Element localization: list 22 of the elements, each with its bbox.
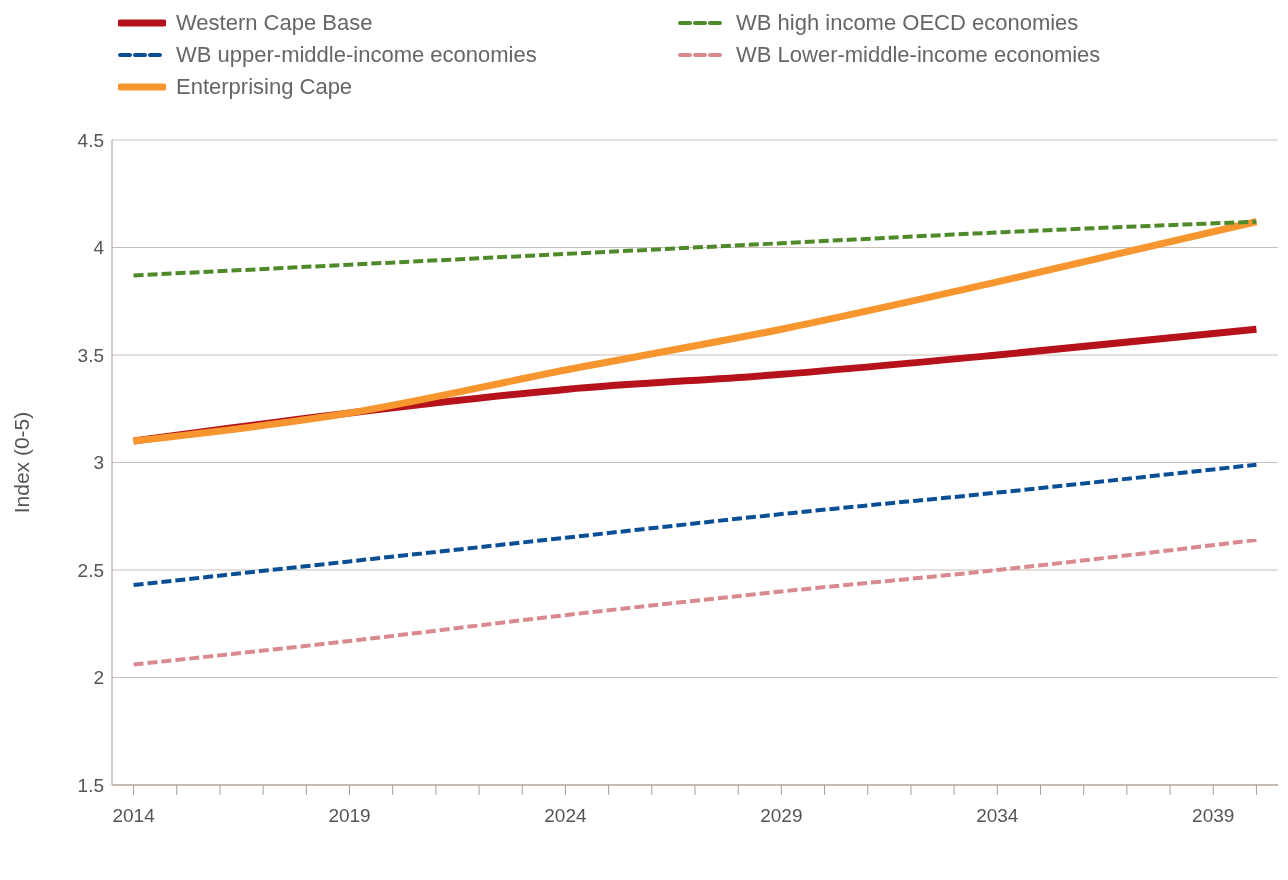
y-tick-label: 3.5 xyxy=(77,344,104,366)
line-series xyxy=(131,537,1259,667)
y-tick-label: 1.5 xyxy=(77,774,104,796)
legend-label: WB Lower-middle-income economies xyxy=(736,42,1101,68)
y-axis-title: Index (0-5) xyxy=(10,411,34,514)
x-tick-label: 2039 xyxy=(1192,805,1235,827)
y-tick-label: 2 xyxy=(93,667,104,689)
y-tick-label: 4.5 xyxy=(77,129,104,151)
x-tick-label: 2034 xyxy=(976,805,1019,827)
legend-label: Enterprising Cape xyxy=(176,74,353,100)
y-tick-label: 4 xyxy=(93,237,105,259)
x-tick-label: 2024 xyxy=(544,805,587,827)
x-tick-label: 2014 xyxy=(112,805,156,827)
x-tick-label: 2019 xyxy=(328,805,371,827)
x-tick-label: 2029 xyxy=(760,805,803,827)
line-series xyxy=(131,219,1259,278)
y-tick-label: 3 xyxy=(93,452,104,474)
legend-label: Western Cape Base xyxy=(176,10,373,36)
legend-label: WB upper-middle-income economies xyxy=(176,42,537,68)
legend-label: WB high income OECD economies xyxy=(736,10,1079,36)
line-series xyxy=(131,462,1259,588)
y-tick-label: 2.5 xyxy=(77,559,104,581)
